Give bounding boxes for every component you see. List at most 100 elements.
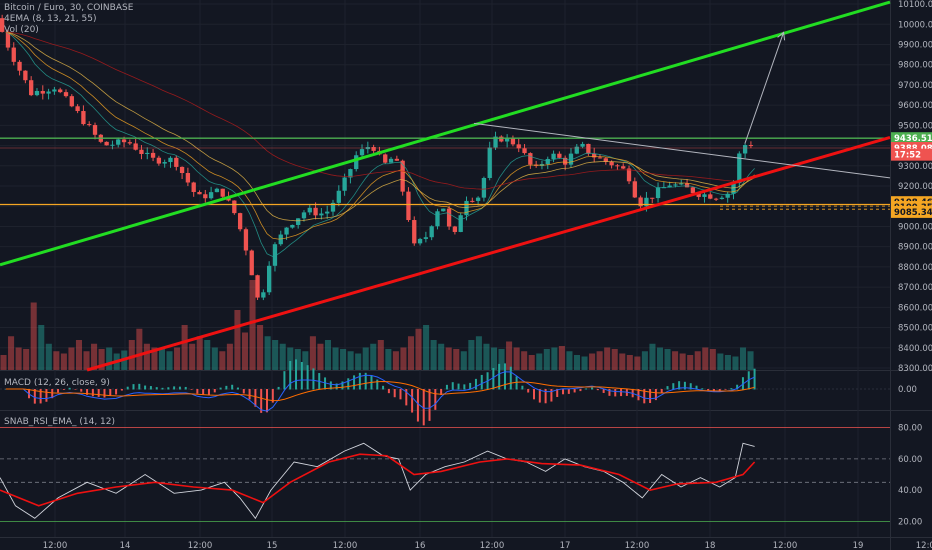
candle-body xyxy=(342,177,347,191)
volume-bar xyxy=(166,351,173,370)
candle-body xyxy=(412,220,417,244)
volume-bar xyxy=(513,347,520,370)
candle-body xyxy=(278,234,283,245)
macd-histogram-bar xyxy=(620,389,623,397)
macd-histogram-bar xyxy=(701,388,704,390)
volume-bar xyxy=(543,349,550,370)
macd-histogram-bar xyxy=(399,389,402,400)
price-tick-label: 9300.00 xyxy=(898,162,932,172)
candle-body xyxy=(17,61,22,71)
candle-body xyxy=(638,197,643,207)
volume-bar xyxy=(264,336,271,370)
ema-lines xyxy=(5,31,755,257)
candle-body xyxy=(52,89,57,92)
macd-histogram-bar xyxy=(416,389,419,422)
volume-bar xyxy=(68,347,75,370)
candle-body xyxy=(551,153,556,159)
volume-bar xyxy=(0,355,7,370)
macd-histogram-bar xyxy=(178,386,181,390)
macd-histogram-bar xyxy=(196,389,199,394)
macd-histogram-bar xyxy=(591,387,594,390)
candle-body xyxy=(34,91,40,96)
candle-body xyxy=(673,184,678,186)
macd-histogram-bar xyxy=(463,384,466,390)
volume-bar xyxy=(385,349,392,370)
time-tick-label: 12:00 xyxy=(480,541,505,550)
candle-body xyxy=(162,162,167,164)
candle-body xyxy=(481,177,487,198)
time-tick-label: 18 xyxy=(705,541,716,550)
volume-bar xyxy=(664,349,671,370)
volume-bar xyxy=(355,353,362,370)
volume-bar xyxy=(196,336,203,370)
macd-histogram-bar xyxy=(649,389,652,403)
price-tick-label: 9000.00 xyxy=(898,222,932,232)
orange-level-tag: 9085.34 xyxy=(894,208,932,218)
macd-histogram-bar xyxy=(289,360,292,390)
macd-histogram-bar xyxy=(242,389,245,394)
candle-body xyxy=(290,224,295,228)
candle-body xyxy=(737,153,742,184)
volume-bar xyxy=(98,349,105,370)
macd-histogram-bar xyxy=(126,386,129,390)
candle-body xyxy=(220,188,225,197)
macd-histogram-bar xyxy=(353,375,356,390)
volume-bar xyxy=(687,355,694,370)
volume-bar xyxy=(83,351,90,370)
candle-body xyxy=(748,145,754,147)
rsi-pane: 80.00 60.00 40.00 20.00 xyxy=(0,424,922,527)
macd-histogram-bar xyxy=(347,378,350,390)
macd-histogram-bar xyxy=(300,361,303,390)
macd-histogram-bar xyxy=(219,387,222,390)
price-tick-label: 9200.00 xyxy=(898,182,932,192)
macd-histogram-bar xyxy=(236,387,239,390)
candle-body xyxy=(232,200,237,214)
macd-histogram-bar xyxy=(260,389,263,413)
volume-bar xyxy=(362,347,369,370)
volume-bar xyxy=(536,353,543,370)
macd-histogram-bar xyxy=(295,359,298,390)
volume-bar xyxy=(257,325,264,370)
candle-body xyxy=(284,227,289,235)
orange-level-tag-bg xyxy=(891,205,932,218)
volume-bar xyxy=(249,280,256,370)
candle-body xyxy=(301,212,307,219)
macd-histogram-bar xyxy=(753,368,756,390)
price-tick-label: 8400.00 xyxy=(898,344,932,354)
volume-bar xyxy=(370,343,377,370)
countdown-tag: 17:52 xyxy=(894,151,921,161)
candle-body xyxy=(522,148,527,154)
candle-body xyxy=(197,191,202,195)
drawn-trendlines xyxy=(0,0,891,372)
candle-body xyxy=(174,157,179,167)
candle-body xyxy=(429,226,434,238)
candle-body xyxy=(580,143,585,147)
volume-bar xyxy=(634,356,641,370)
volume-bar xyxy=(30,302,37,370)
candle-body xyxy=(185,173,191,183)
candle-body xyxy=(667,185,672,188)
time-tick-label: 12:00 xyxy=(333,541,358,550)
macd-histogram-bar xyxy=(654,389,657,401)
candle-body xyxy=(336,190,341,203)
candle-body xyxy=(464,200,469,216)
candle-body xyxy=(104,141,109,146)
ema-line xyxy=(5,31,755,190)
candle-body xyxy=(133,143,138,150)
macd-histogram-bar xyxy=(103,389,106,398)
volume-bar xyxy=(641,351,648,370)
volume-bar xyxy=(377,340,384,370)
volume-bar xyxy=(649,343,656,370)
candle-body xyxy=(528,153,533,165)
candle-body xyxy=(296,218,301,225)
candle-body xyxy=(46,91,51,94)
candle-body xyxy=(261,292,266,298)
candle-body xyxy=(650,197,655,199)
volume-bar xyxy=(732,356,739,370)
candle-body xyxy=(684,183,690,188)
candle-body xyxy=(11,47,16,62)
macd-histogram-bar xyxy=(202,389,205,395)
volume-bar xyxy=(724,355,731,370)
macd-histogram-bar xyxy=(109,389,112,396)
